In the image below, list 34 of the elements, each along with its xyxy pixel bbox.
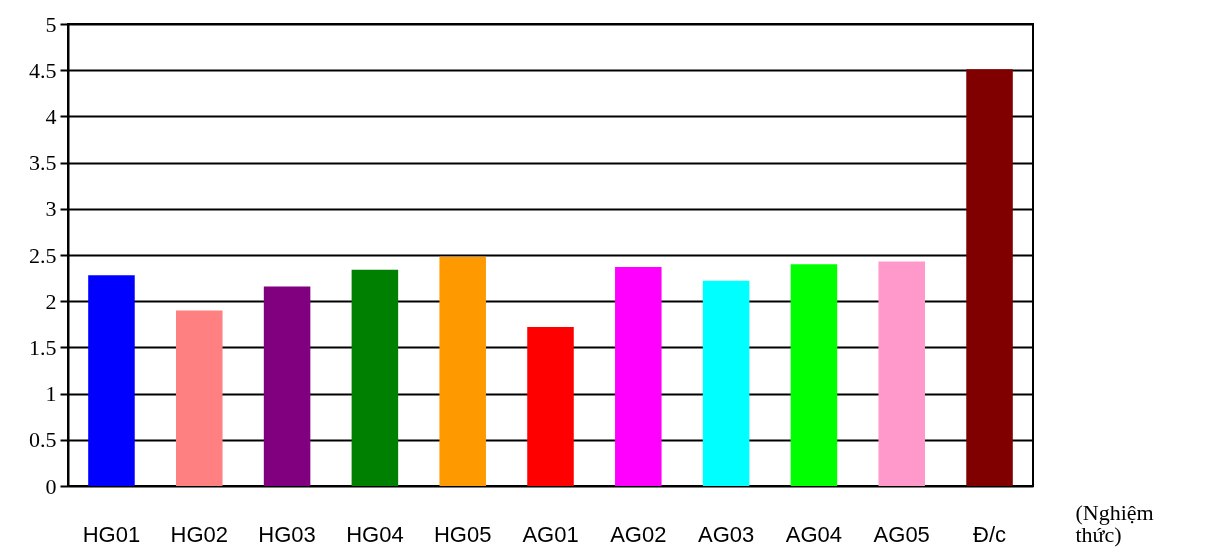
bar — [263, 286, 311, 486]
bar — [176, 310, 223, 486]
x-tick-label: HG01 — [82, 521, 141, 547]
bar — [527, 327, 574, 486]
y-tick-label: 4.5 — [29, 57, 57, 83]
bar — [878, 261, 925, 486]
x-tick-label: AG01 — [522, 521, 579, 547]
bar — [615, 267, 662, 486]
y-tick-label: 2.5 — [29, 242, 57, 268]
x-tick-label: HG04 — [346, 521, 404, 547]
y-tick-label: 5 — [45, 11, 57, 37]
y-tick-label: 3.5 — [29, 150, 57, 176]
x-tick-label: AG02 — [610, 521, 667, 547]
bar — [351, 269, 399, 486]
x-tick-label: Đ/c — [973, 521, 1007, 547]
y-tick-label: 0 — [45, 473, 57, 499]
x-tick-label: HG03 — [258, 521, 316, 547]
y-tick-label: 3 — [45, 196, 57, 222]
x-tick-label: HG05 — [433, 521, 492, 547]
bar — [702, 280, 750, 486]
x-tick-label: AG05 — [873, 521, 930, 547]
y-tick-label: 1.5 — [29, 334, 57, 360]
x-tick-label: AG04 — [785, 521, 843, 547]
bar — [88, 275, 135, 486]
x-tick-label: HG02 — [170, 521, 229, 547]
y-tick-label: 4 — [45, 103, 57, 129]
x-tick-label: AG03 — [697, 521, 755, 547]
y-tick-label: 0.5 — [29, 427, 57, 453]
y-tick-label: 2 — [45, 288, 57, 314]
bar — [439, 256, 486, 486]
y-tick-label: 1 — [45, 381, 57, 407]
bar — [790, 264, 838, 486]
bar — [966, 69, 1013, 486]
x-axis-title: (Nghiệm thức) — [1075, 499, 1154, 547]
